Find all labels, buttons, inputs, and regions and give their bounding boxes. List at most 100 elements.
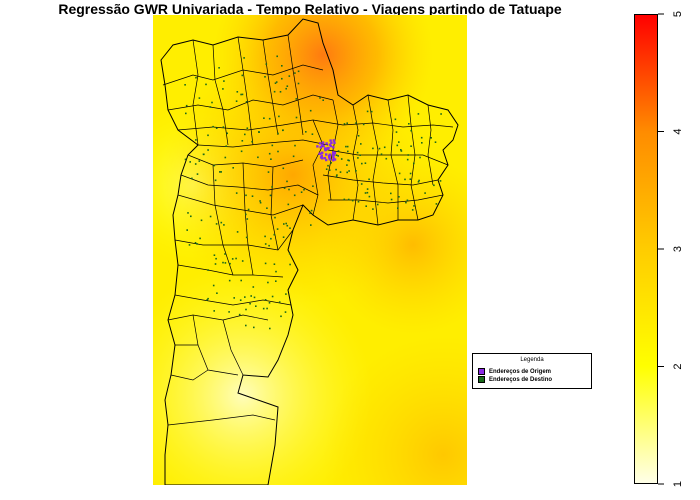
destination-point xyxy=(249,302,251,305)
destination-point xyxy=(356,151,359,154)
destination-point xyxy=(209,106,212,108)
destination-point xyxy=(278,301,281,303)
destination-point xyxy=(187,212,189,214)
destination-point xyxy=(251,140,253,143)
destination-point xyxy=(239,299,242,301)
destination-point xyxy=(207,149,209,151)
origin-point xyxy=(332,153,335,157)
origin-point xyxy=(322,144,325,148)
destination-point xyxy=(236,231,239,233)
origin-point xyxy=(320,144,324,147)
destination-point xyxy=(214,179,217,182)
destination-point xyxy=(244,296,246,298)
destination-point xyxy=(305,131,307,133)
destination-point xyxy=(360,143,362,145)
legend-title: Legenda xyxy=(520,357,544,363)
destination-point xyxy=(212,125,214,128)
destination-point xyxy=(263,117,265,119)
destination-point xyxy=(202,153,205,156)
origin-point xyxy=(327,146,330,150)
destination-point xyxy=(385,157,388,160)
origin-point xyxy=(329,139,332,142)
destination-point xyxy=(368,178,370,181)
destination-point xyxy=(220,221,223,224)
destination-point xyxy=(264,76,266,78)
destination-point xyxy=(200,219,203,222)
destination-point xyxy=(273,263,276,265)
destination-point xyxy=(297,82,300,85)
destination-point xyxy=(255,305,257,307)
destination-point xyxy=(252,286,255,288)
destination-point xyxy=(372,147,374,150)
destination-point xyxy=(259,201,262,204)
destination-point xyxy=(246,218,249,220)
destination-point xyxy=(184,158,187,161)
destination-point xyxy=(215,127,218,129)
destination-point xyxy=(226,132,228,135)
destination-point xyxy=(223,224,225,226)
destination-point xyxy=(269,194,272,197)
destination-point xyxy=(345,145,347,148)
origin-point xyxy=(318,152,321,155)
destination-point xyxy=(275,280,277,282)
destination-point xyxy=(274,82,277,84)
destination-point xyxy=(194,163,197,165)
destination-point xyxy=(359,154,361,156)
destination-point xyxy=(270,158,272,160)
destination-point xyxy=(370,110,373,113)
destination-point xyxy=(398,141,400,143)
destination-point xyxy=(229,262,231,265)
destination-point xyxy=(404,178,406,181)
destination-point xyxy=(293,194,296,197)
destination-point xyxy=(268,117,271,120)
destination-point xyxy=(440,113,442,115)
destination-point xyxy=(368,195,371,198)
destination-point xyxy=(355,122,357,124)
origin-point xyxy=(333,151,337,155)
origin-point xyxy=(323,156,327,160)
destination-point xyxy=(357,135,360,137)
destination-point xyxy=(264,243,267,245)
destination-point xyxy=(365,205,367,207)
destination-point xyxy=(439,180,442,182)
destination-point xyxy=(195,76,197,79)
color-scale-bar xyxy=(634,14,658,484)
origin-point xyxy=(321,157,324,160)
destination-point xyxy=(228,279,231,282)
destination-point xyxy=(244,133,246,136)
destination-point xyxy=(189,161,191,163)
destination-point xyxy=(223,80,225,82)
destination-point xyxy=(253,326,255,329)
destination-points xyxy=(184,55,442,330)
map-panel[interactable] xyxy=(153,15,467,485)
destination-point xyxy=(346,122,348,124)
destination-point xyxy=(275,270,277,273)
origin-point xyxy=(319,156,323,159)
destination-point xyxy=(319,97,321,99)
destination-point xyxy=(309,212,311,214)
destination-point xyxy=(222,126,225,128)
destination-point xyxy=(231,258,234,260)
destination-point xyxy=(347,150,349,153)
scale-tick-label-5: 5 xyxy=(672,11,684,17)
origin-point xyxy=(328,143,332,146)
destination-point xyxy=(285,222,287,225)
destination-point xyxy=(222,261,224,264)
destination-point xyxy=(219,171,221,173)
destination-point xyxy=(294,144,296,147)
destination-point xyxy=(285,293,287,295)
destination-point xyxy=(343,123,346,125)
destination-point xyxy=(211,101,213,104)
destination-point xyxy=(246,127,249,129)
destination-point xyxy=(280,315,282,318)
destination-point xyxy=(294,72,296,74)
origin-point xyxy=(333,158,337,161)
destination-point xyxy=(335,168,337,171)
destination-point xyxy=(215,257,217,260)
destination-point xyxy=(311,133,314,135)
destination-point xyxy=(287,203,290,206)
destination-point xyxy=(347,159,349,161)
destination-point xyxy=(366,110,369,113)
destination-point xyxy=(335,175,338,178)
destination-point xyxy=(270,237,272,240)
